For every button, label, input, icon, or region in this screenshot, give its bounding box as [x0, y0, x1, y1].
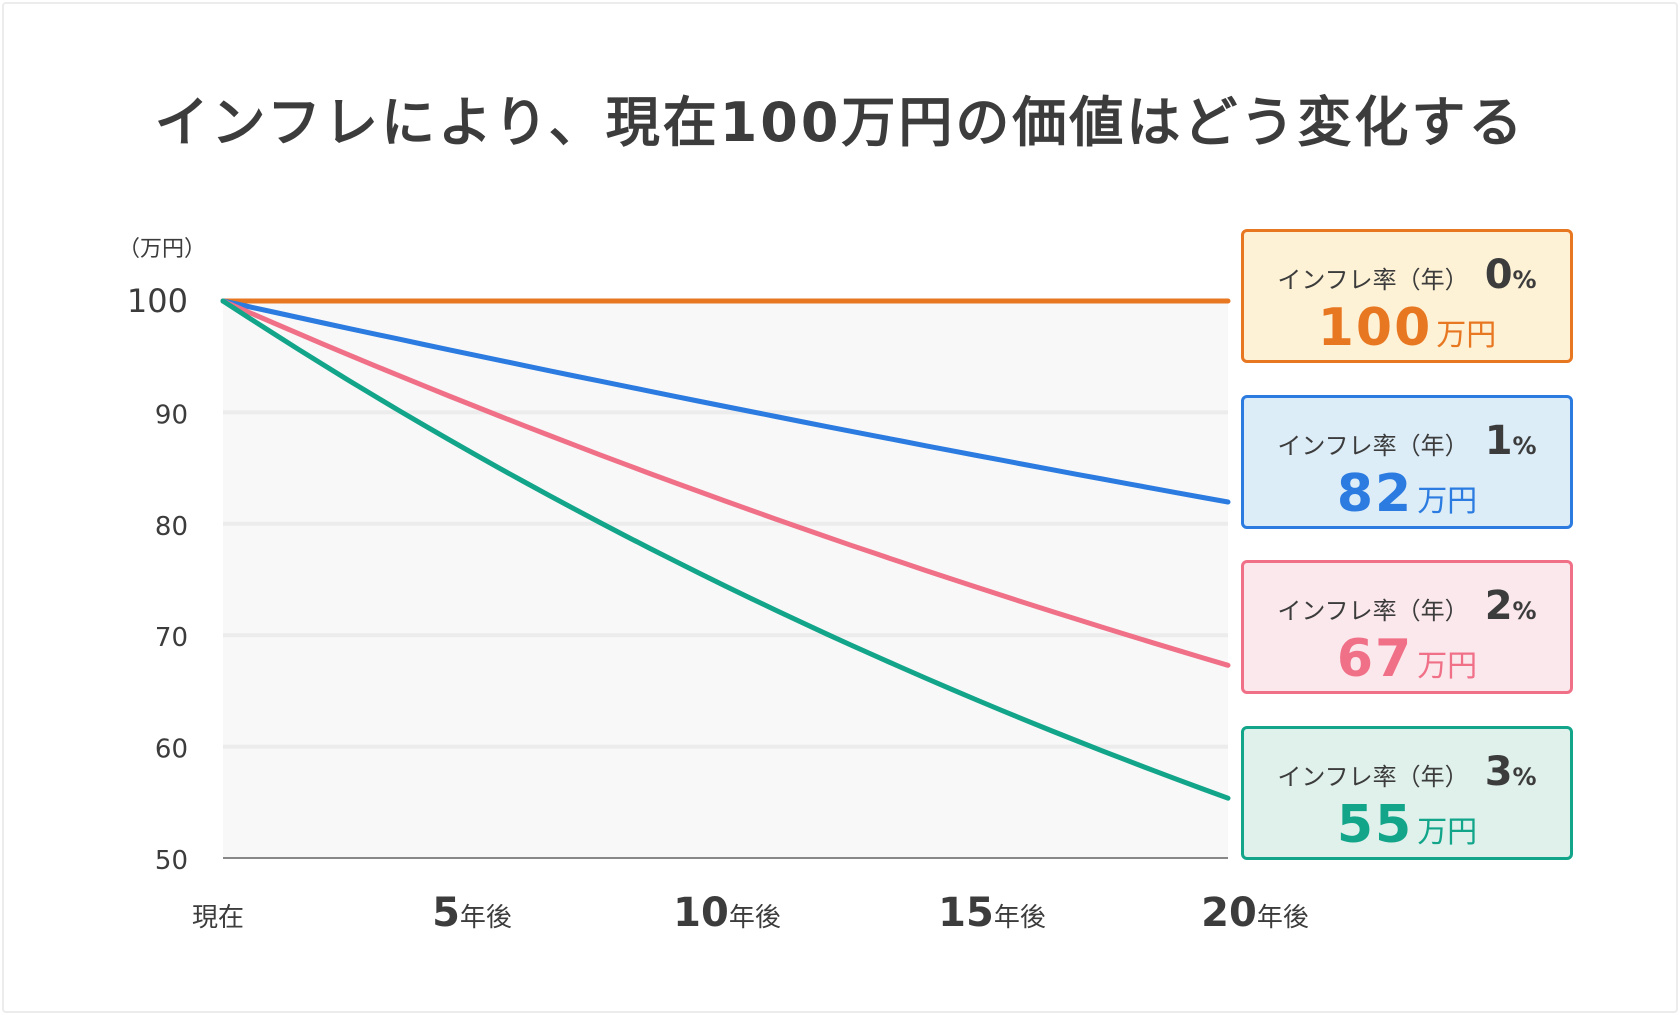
y-tick-label: 60: [155, 735, 188, 765]
card-rate-line: インフレ率（年） 2%: [1244, 583, 1570, 629]
x-tick-label: 15年後: [938, 890, 1046, 936]
y-tick-label: 100: [127, 282, 188, 320]
card-percent: %: [1512, 597, 1537, 625]
card-percent: %: [1512, 763, 1537, 791]
card-rate-line: インフレ率（年） 1%: [1244, 418, 1570, 464]
x-tick-label: 5年後: [432, 890, 512, 936]
plot-bands: [223, 301, 1228, 858]
legend-card: インフレ率（年） 3% 55 万円: [1241, 726, 1573, 860]
card-value-line: 100 万円: [1244, 298, 1570, 358]
card-value: 55: [1336, 795, 1414, 855]
card-label: インフレ率（年）: [1277, 597, 1469, 625]
card-rate: 3: [1484, 749, 1513, 795]
card-unit: 万円: [1417, 649, 1478, 684]
y-tick-labels: 100 90 80 70 60 50: [127, 282, 188, 876]
card-unit: 万円: [1417, 815, 1478, 850]
card-value: 82: [1336, 464, 1414, 524]
card-rate-line: インフレ率（年） 3%: [1244, 749, 1570, 795]
card-rate: 1: [1484, 418, 1513, 464]
x-tick-label: 20年後: [1201, 890, 1309, 936]
card-percent: %: [1512, 266, 1537, 294]
chart-title: インフレにより、現在100万円の価値はどう変化する: [154, 91, 1526, 154]
y-axis-unit: （万円）: [118, 237, 206, 262]
y-tick-label: 90: [155, 400, 188, 430]
y-tick-label: 70: [155, 623, 188, 653]
card-percent: %: [1512, 432, 1537, 460]
x-tick-label: 10年後: [673, 890, 781, 936]
card-unit: 万円: [1417, 484, 1478, 519]
x-tick-label: 現在: [192, 903, 244, 933]
card-unit: 万円: [1436, 318, 1497, 353]
legend-card: インフレ率（年） 1% 82 万円: [1241, 395, 1573, 529]
card-rate-line: インフレ率（年） 0%: [1244, 252, 1570, 298]
card-value-line: 82 万円: [1244, 464, 1570, 524]
legend-card: インフレ率（年） 0% 100 万円: [1241, 229, 1573, 363]
series-lines: [220, 298, 1231, 801]
y-tick-label: 50: [155, 846, 188, 876]
card-rate: 2: [1484, 583, 1513, 629]
series-line: [220, 298, 1231, 801]
card-label: インフレ率（年）: [1277, 266, 1469, 294]
card-value-line: 55 万円: [1244, 795, 1570, 855]
card-value: 100: [1317, 298, 1433, 358]
y-tick-label: 80: [155, 512, 188, 542]
x-tick-labels: 現在 5年後 10年後 15年後 20年後: [192, 890, 1309, 936]
card-value-line: 67 万円: [1244, 629, 1570, 689]
card-label: インフレ率（年）: [1277, 432, 1469, 460]
card-label: インフレ率（年）: [1277, 763, 1469, 791]
card-rate: 0: [1484, 252, 1513, 298]
plot-background: [223, 301, 1228, 858]
legend-card: インフレ率（年） 2% 67 万円: [1241, 560, 1573, 694]
grid-lines: [223, 410, 1228, 749]
series-line: [220, 298, 1231, 668]
card-value: 67: [1336, 629, 1414, 689]
series-line: [220, 298, 1231, 505]
